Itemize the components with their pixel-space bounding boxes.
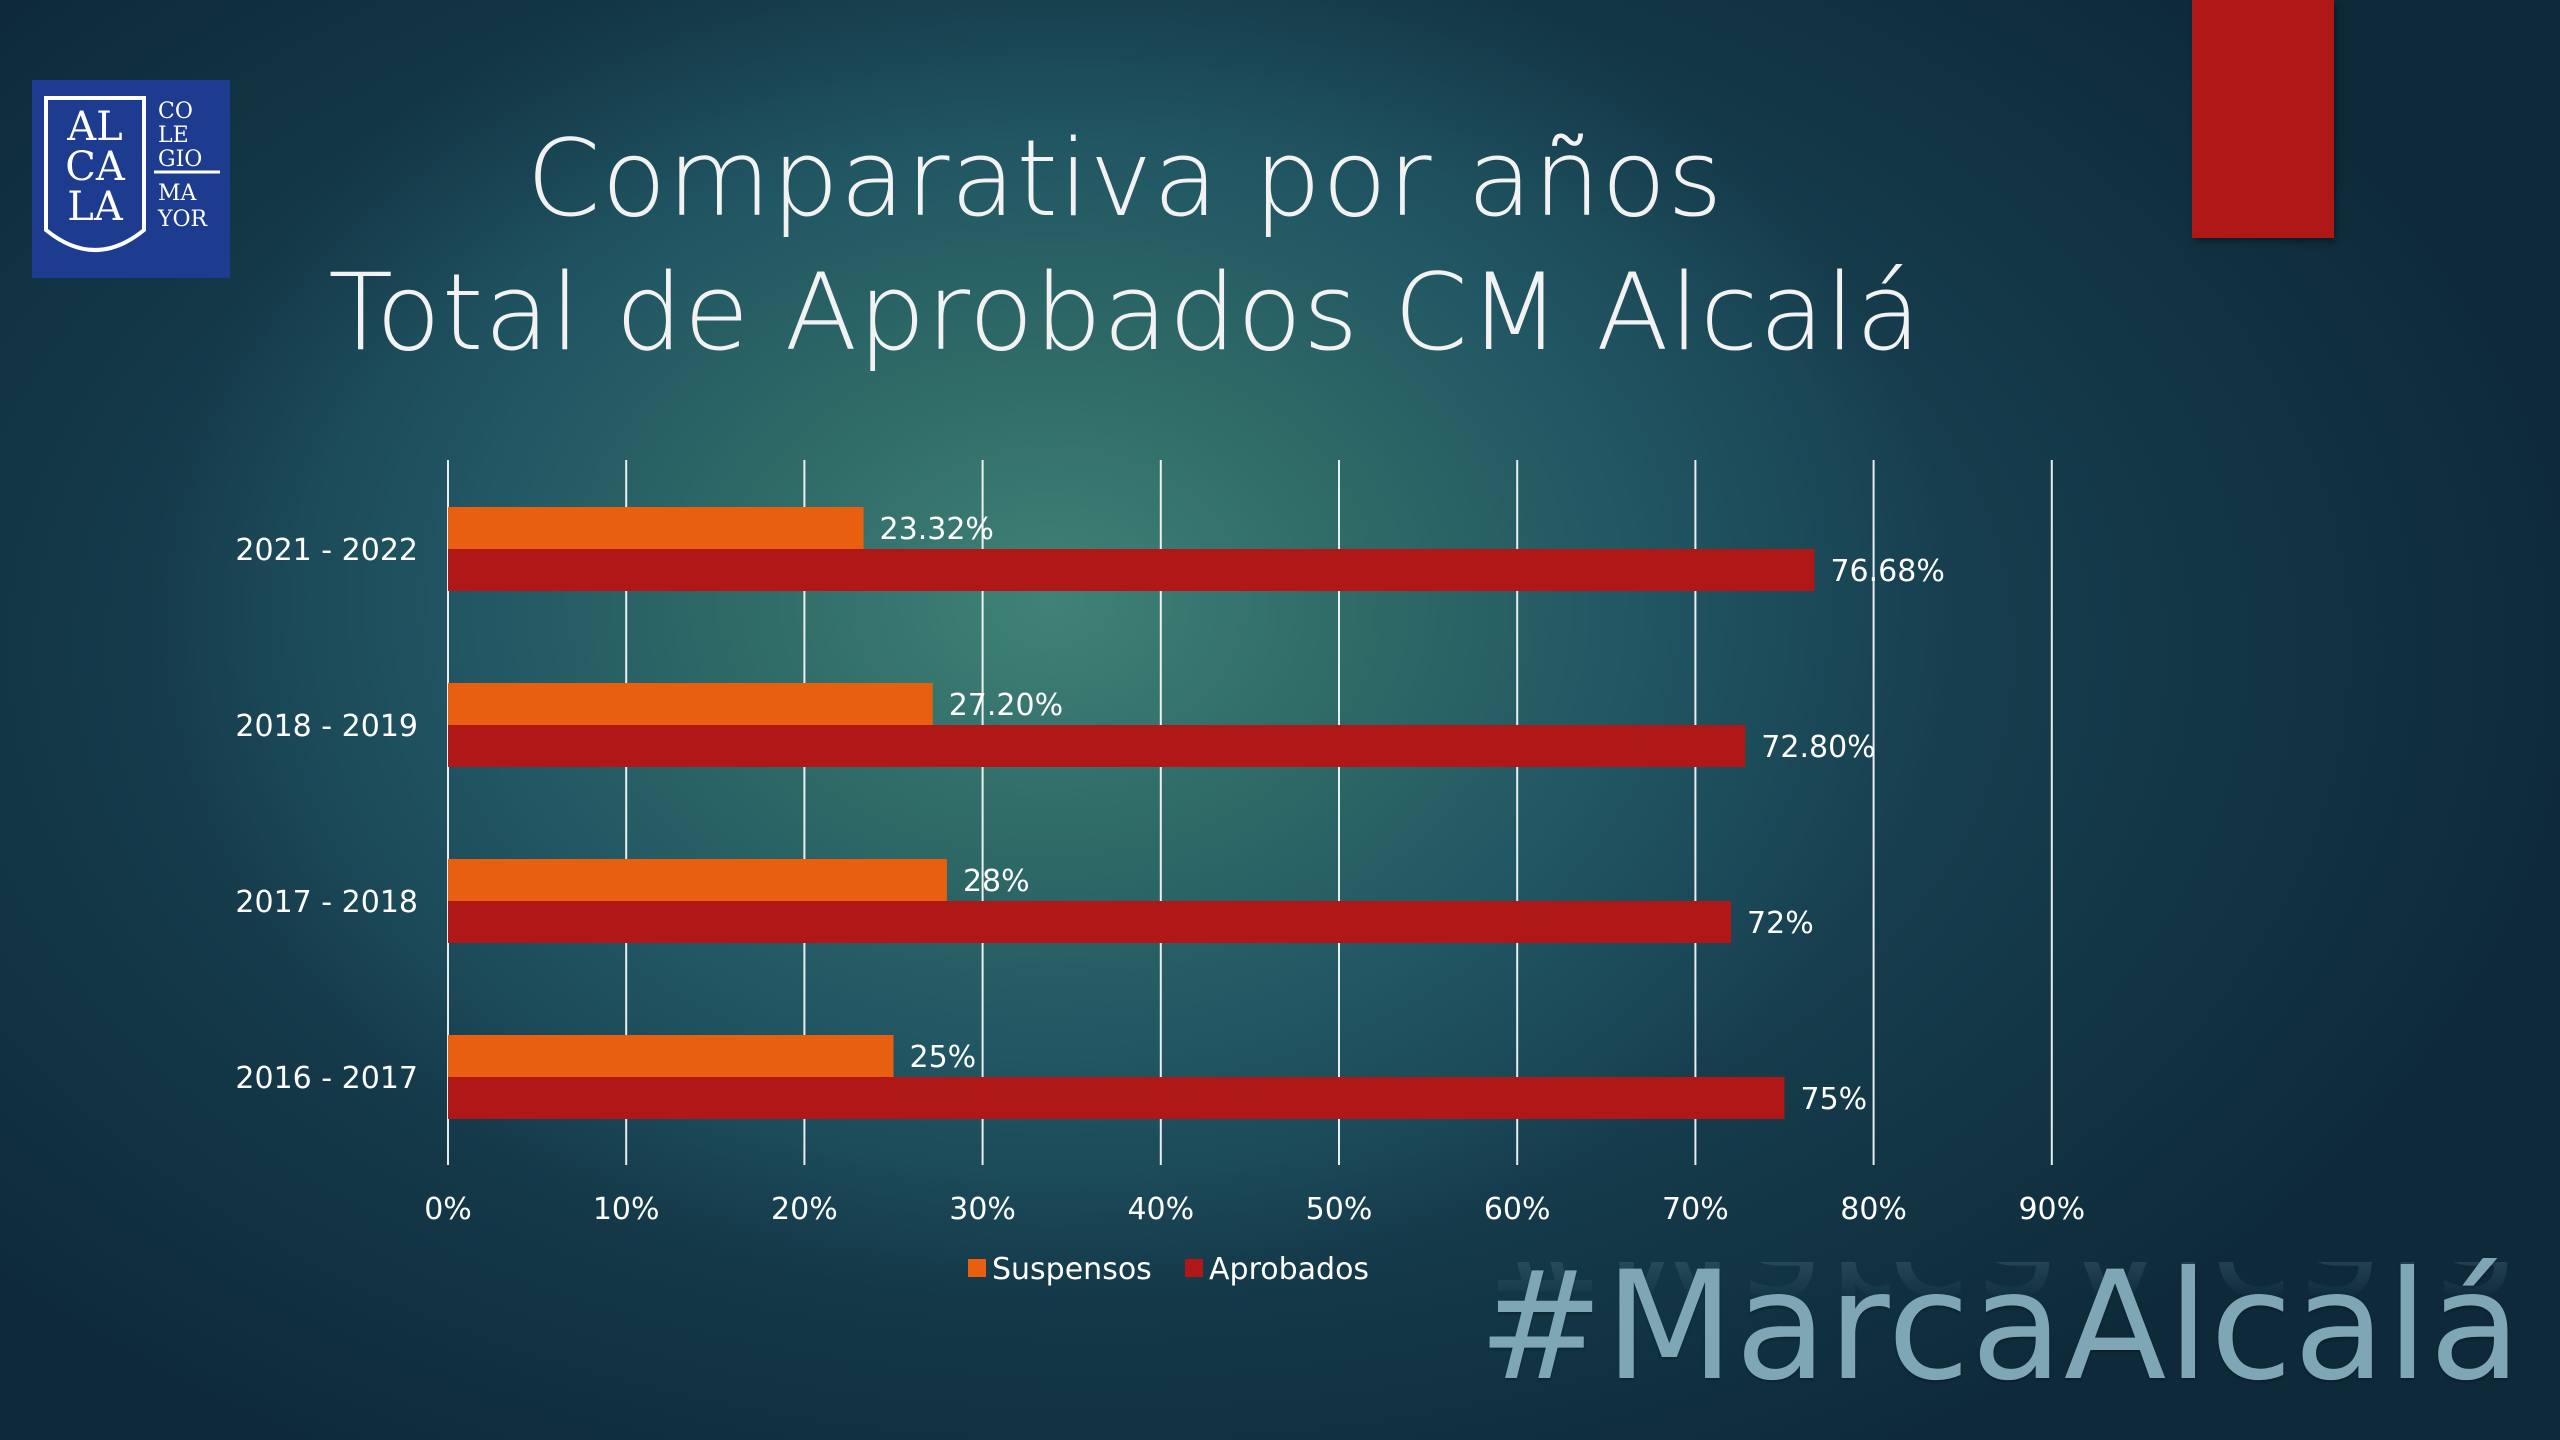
bar-suspensos: [448, 683, 933, 725]
bar-aprobados: [448, 1077, 1785, 1119]
colegio-mayor-logo-icon: AL CA LA CO LE GIO MA YOR: [32, 80, 230, 278]
legend-swatch-suspensos: [968, 1259, 986, 1277]
hashtag-reflection: #MarcaAlcalá: [1478, 1262, 2523, 1352]
title-line-2: Total de Aprobados CM Alcalá: [328, 251, 1922, 374]
category-label: 2017 - 2018: [235, 885, 418, 920]
x-tick-label: 0%: [424, 1192, 472, 1227]
data-label: 76.68%: [1830, 554, 1944, 589]
bars: 23.32% 76.68% 27.20% 72.80% 28% 72% 25% 75%: [448, 507, 1945, 1119]
x-tick-label: 80%: [1840, 1192, 1907, 1227]
x-axis-ticks: 0% 10% 20% 30% 40% 50% 60% 70% 80% 90%: [424, 1192, 2085, 1227]
slide-title: Comparativa por años Total de Aprobados …: [200, 112, 2050, 380]
svg-text:CO: CO: [158, 99, 193, 124]
category-label: 2016 - 2017: [235, 1061, 418, 1096]
data-label: 23.32%: [880, 512, 994, 547]
legend-label-aprobados: Aprobados: [1209, 1252, 1369, 1287]
bar-suspensos: [448, 507, 864, 549]
svg-text:MA: MA: [158, 181, 198, 206]
bar-aprobados: [448, 901, 1732, 943]
red-accent-tab: [2192, 0, 2334, 238]
legend-label-suspensos: Suspensos: [992, 1252, 1152, 1287]
x-tick-label: 30%: [949, 1192, 1016, 1227]
legend: Suspensos Aprobados: [968, 1252, 1369, 1287]
category-labels: 2021 - 2022 2018 - 2019 2017 - 2018 2016 - …: [235, 533, 418, 1096]
category-label: 2018 - 2019: [235, 709, 418, 744]
data-label: 72.80%: [1761, 730, 1875, 765]
hashtag-watermark: #MarcaAlcalá: [1478, 1240, 2523, 1414]
data-label: 75%: [1801, 1082, 1868, 1117]
data-label: 27.20%: [949, 688, 1063, 723]
bar-suspensos: [448, 859, 947, 901]
x-tick-label: 60%: [1484, 1192, 1551, 1227]
title-line-1: Comparativa por años: [526, 117, 1724, 240]
legend-swatch-aprobados: [1185, 1259, 1203, 1277]
x-tick-label: 70%: [1662, 1192, 1729, 1227]
data-label: 72%: [1747, 906, 1814, 941]
data-label: 25%: [910, 1040, 977, 1075]
data-label: 28%: [963, 864, 1030, 899]
bar-suspensos: [448, 1035, 894, 1077]
x-tick-label: 20%: [771, 1192, 838, 1227]
x-tick-label: 90%: [2018, 1192, 2085, 1227]
svg-text:YOR: YOR: [157, 207, 209, 232]
svg-text:GIO: GIO: [158, 147, 202, 172]
svg-text:LE: LE: [158, 123, 189, 148]
x-tick-label: 50%: [1306, 1192, 1373, 1227]
x-tick-label: 10%: [593, 1192, 660, 1227]
category-label: 2021 - 2022: [235, 533, 418, 568]
x-tick-label: 40%: [1127, 1192, 1194, 1227]
bar-aprobados: [448, 725, 1746, 767]
bar-aprobados: [448, 549, 1815, 591]
